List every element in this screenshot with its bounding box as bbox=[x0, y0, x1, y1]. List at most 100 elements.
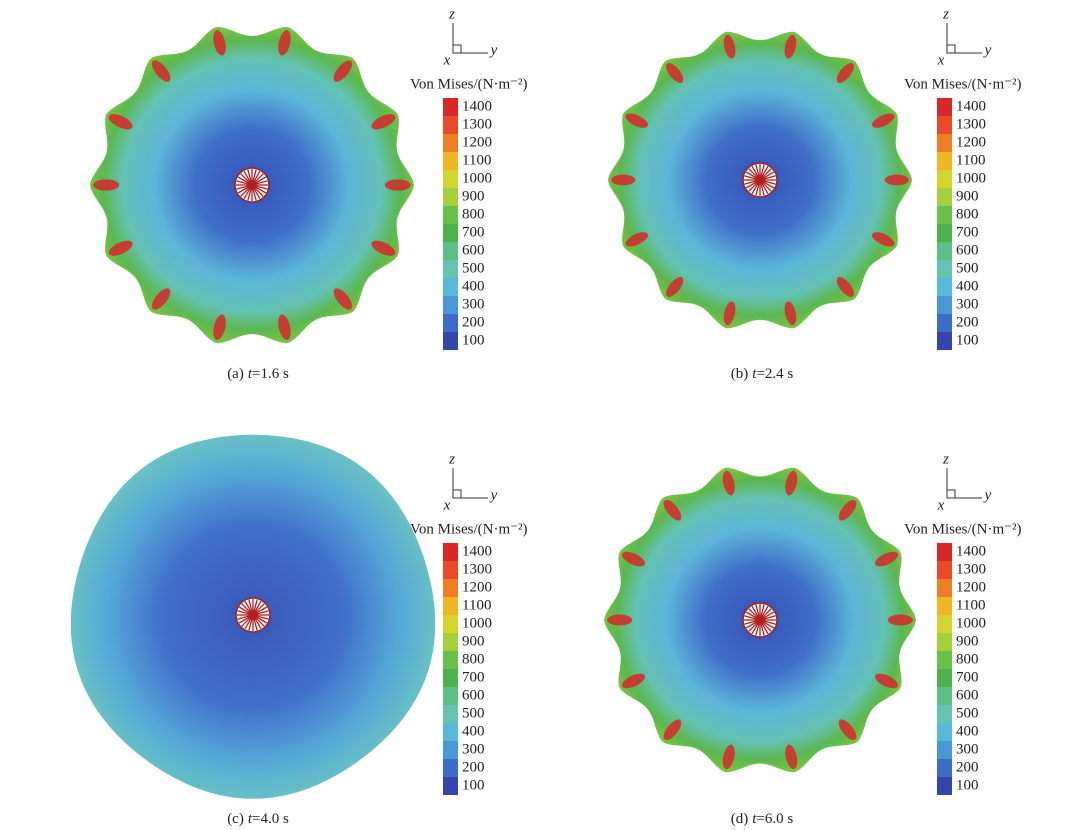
stress-spot bbox=[723, 34, 736, 59]
colorbar-band bbox=[937, 170, 952, 188]
colorbar-title: Von Mises/(N·m⁻²) bbox=[410, 521, 528, 537]
axis-box bbox=[452, 44, 462, 54]
hub-line bbox=[748, 168, 761, 181]
axis-label: y bbox=[489, 42, 498, 58]
colorbar-band bbox=[937, 777, 952, 795]
hub-line bbox=[744, 175, 761, 181]
colorbar-label: 800 bbox=[956, 206, 979, 222]
colorbar-band bbox=[937, 314, 952, 332]
caption-time: =6.0 s bbox=[756, 811, 793, 827]
colorbar-label: 1400 bbox=[956, 543, 986, 559]
hub-line bbox=[237, 176, 253, 186]
colorbar-label: 1400 bbox=[462, 98, 492, 114]
stress-spot bbox=[785, 470, 798, 496]
axis-label: x bbox=[937, 52, 945, 68]
stress-spot bbox=[625, 232, 648, 247]
caption-time: =2.4 s bbox=[756, 366, 793, 382]
colorbar-label: 1200 bbox=[462, 579, 492, 595]
hub-line bbox=[759, 171, 775, 181]
colorbar-title: Von Mises/(N·m⁻²) bbox=[410, 76, 528, 92]
colorbar-label: 600 bbox=[462, 687, 485, 703]
panel: z x y Von Mises/(N·m⁻²) 1400 1300 1200 1100 1000… bbox=[608, 6, 1022, 382]
axis-box bbox=[946, 489, 956, 499]
hub-line bbox=[236, 184, 253, 190]
stress-spot bbox=[838, 719, 857, 741]
colorbar-band bbox=[443, 260, 458, 278]
colorbar-label: 1100 bbox=[956, 152, 985, 168]
colorbar-label: 600 bbox=[462, 242, 485, 258]
colorbar-label: 300 bbox=[956, 741, 979, 757]
colorbar-label: 400 bbox=[462, 723, 485, 739]
stress-spot bbox=[875, 551, 898, 567]
colorbar-band bbox=[937, 687, 952, 705]
hub-line bbox=[238, 614, 254, 624]
colorbar-band bbox=[937, 134, 952, 152]
colorbar-label: 200 bbox=[462, 314, 485, 330]
hub-line bbox=[241, 603, 254, 616]
colorbar-label: 400 bbox=[956, 278, 979, 294]
axis-label: z bbox=[942, 6, 949, 22]
stress-spot bbox=[666, 276, 684, 298]
caption-time: =1.6 s bbox=[252, 366, 289, 382]
stress-spot bbox=[213, 314, 226, 340]
colorbar-band bbox=[443, 134, 458, 152]
colorbar-label: 400 bbox=[462, 278, 485, 294]
stress-spot bbox=[213, 30, 226, 56]
hub-line bbox=[759, 179, 765, 196]
caption-label: (c) bbox=[227, 811, 244, 827]
hub-line bbox=[243, 170, 253, 186]
colorbar-label: 1100 bbox=[462, 152, 491, 168]
colorbar-label: 400 bbox=[956, 723, 979, 739]
stress-spot bbox=[872, 232, 895, 247]
colorbar-band bbox=[443, 633, 458, 651]
colorbar-label: 100 bbox=[462, 332, 485, 348]
colorbar-label: 200 bbox=[956, 759, 979, 775]
colorbar-label: 1400 bbox=[956, 98, 986, 114]
hub-line bbox=[759, 179, 772, 192]
hub-line bbox=[759, 608, 772, 621]
stress-spot bbox=[93, 179, 120, 191]
colorbar-band bbox=[443, 242, 458, 260]
axis-box bbox=[452, 489, 462, 499]
hub-line bbox=[251, 180, 268, 186]
caption: (c) t=4.0 s bbox=[227, 811, 289, 827]
colorbar-band bbox=[937, 741, 952, 759]
stress-spot bbox=[108, 114, 133, 130]
colorbar-label: 100 bbox=[462, 777, 485, 793]
hub-line bbox=[251, 184, 261, 200]
colorbar-label: 1200 bbox=[956, 134, 986, 150]
hub-line bbox=[251, 184, 257, 201]
hub-line bbox=[251, 184, 264, 197]
caption-variable: t bbox=[752, 366, 757, 382]
hub-line bbox=[759, 604, 765, 621]
hub-line bbox=[745, 171, 761, 181]
hub-line bbox=[252, 614, 269, 620]
colorbar-band bbox=[937, 705, 952, 723]
hub-line bbox=[252, 606, 268, 616]
hub-line bbox=[745, 611, 761, 621]
colorbar-band bbox=[937, 651, 952, 669]
hub-line bbox=[745, 179, 761, 189]
hub-line bbox=[759, 179, 769, 195]
colorbar-band bbox=[937, 543, 952, 561]
colorbar-band bbox=[937, 759, 952, 777]
hub-line bbox=[252, 599, 258, 616]
colorbar-label: 500 bbox=[462, 260, 485, 276]
axis-label: y bbox=[983, 487, 992, 503]
colorbar-title: Von Mises/(N·m⁻²) bbox=[904, 76, 1022, 92]
colorbar-band bbox=[443, 278, 458, 296]
colorbar-title: Von Mises/(N·m⁻²) bbox=[904, 521, 1022, 537]
colorbar-band bbox=[443, 651, 458, 669]
hub-line bbox=[755, 179, 761, 196]
hub-line bbox=[244, 614, 254, 630]
colorbar-band bbox=[937, 633, 952, 651]
panel: z x y Von Mises/(N·m⁻²) 1400 1300 1200 1100 1000… bbox=[604, 451, 1022, 827]
colorbar-label: 800 bbox=[956, 651, 979, 667]
colorbar-band bbox=[937, 561, 952, 579]
colorbar-label: 100 bbox=[956, 332, 979, 348]
hub-line bbox=[755, 619, 761, 636]
hub-line bbox=[252, 610, 269, 616]
stress-spot bbox=[333, 60, 353, 82]
axis-box bbox=[946, 44, 956, 54]
colorbar-label: 800 bbox=[462, 651, 485, 667]
